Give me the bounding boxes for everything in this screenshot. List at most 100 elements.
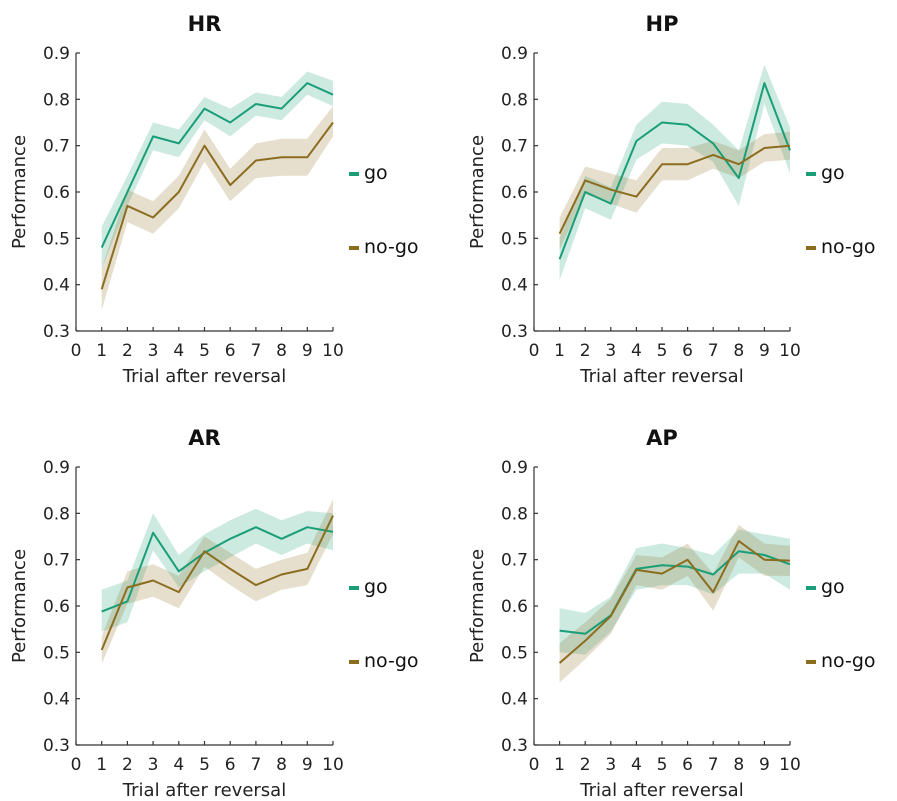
- legend-label: go: [364, 576, 388, 598]
- y-tick-label: 0.8: [501, 504, 528, 524]
- x-tick-label: 5: [657, 755, 668, 775]
- x-tick-label: 5: [199, 341, 210, 361]
- y-tick-label: 0.4: [43, 276, 70, 296]
- x-tick-label: 4: [173, 341, 184, 361]
- legend-label: go: [821, 162, 845, 184]
- y-axis-label: Performance: [9, 549, 30, 663]
- y-axis-label: Performance: [467, 549, 488, 663]
- x-axis-label: Trial after reversal: [122, 366, 286, 387]
- legend-swatch: [349, 660, 359, 664]
- x-tick-label: 5: [199, 755, 210, 775]
- x-tick-label: 7: [708, 755, 719, 775]
- x-tick-label: 2: [122, 341, 133, 361]
- error-band-go: [101, 71, 333, 269]
- legend-item-go: go: [349, 576, 388, 598]
- panel-hp: HP 0.3 0.4 0.5 0.6 0.7 0.8 0.9 0 1 2 3 4 5 6 7 8 9 10 Trial…: [467, 12, 876, 387]
- x-tick-label: 7: [250, 755, 261, 775]
- legend-item-no-go: no-go: [349, 236, 419, 258]
- legend-swatch: [349, 586, 359, 590]
- panel-title: AR: [188, 426, 220, 450]
- x-tick-label: 7: [250, 341, 261, 361]
- x-tick-label: 0: [529, 755, 540, 775]
- x-tick-label: 1: [96, 755, 107, 775]
- x-tick-label: 1: [554, 755, 565, 775]
- x-tick-label: 2: [122, 755, 133, 775]
- y-tick-label: 0.9: [501, 458, 528, 478]
- x-tick-label: 4: [173, 755, 184, 775]
- error-band-go: [559, 64, 790, 280]
- error-band-go: [559, 529, 790, 655]
- x-tick-label: 6: [225, 755, 236, 775]
- y-tick-label: 0.7: [501, 137, 528, 157]
- y-tick-label: 0.5: [501, 643, 528, 663]
- y-tick-label: 0.9: [43, 44, 70, 64]
- panel-ar: AR 0.3 0.4 0.5 0.6 0.7 0.8 0.9 0 1 2 3 4 5 6 7 8 9 10 Trial…: [9, 426, 419, 801]
- y-tick-label: 0.7: [501, 551, 528, 571]
- x-tick-label: 3: [148, 755, 159, 775]
- series-line-no-go: [100, 121, 334, 290]
- y-tick-label: 0.5: [43, 229, 70, 249]
- y-tick-label: 0.6: [43, 183, 70, 203]
- x-axis-label: Trial after reversal: [579, 366, 743, 387]
- x-tick-label: 0: [529, 341, 540, 361]
- series-line-go: [558, 82, 791, 260]
- y-tick-label: 0.9: [43, 458, 70, 478]
- x-tick-label: 9: [302, 341, 313, 361]
- x-tick-label: 9: [759, 341, 770, 361]
- y-tick-label: 0.3: [501, 322, 528, 342]
- legend-item-go: go: [806, 162, 845, 184]
- legend-swatch: [806, 246, 816, 250]
- y-tick-label: 0.4: [501, 276, 528, 296]
- series-line-go: [100, 82, 334, 249]
- legend-item-go: go: [806, 576, 845, 598]
- x-tick-label: 7: [708, 341, 719, 361]
- y-tick-label: 0.4: [501, 690, 528, 710]
- y-tick-label: 0.3: [43, 322, 70, 342]
- x-tick-label: 9: [302, 755, 313, 775]
- x-tick-label: 10: [322, 755, 344, 775]
- series-line-no-go: [558, 540, 791, 664]
- legend-label: no-go: [821, 236, 876, 258]
- y-tick-label: 0.9: [501, 44, 528, 64]
- legend-item-no-go: no-go: [349, 650, 419, 672]
- y-tick-label: 0.6: [501, 597, 528, 617]
- x-tick-label: 3: [148, 341, 159, 361]
- panel-hr: HR 0.3 0.4 0.5 0.6 0.7 0.8 0.9 0 1 2 3 4 5 6 7 8 9 10 Trial…: [9, 12, 419, 387]
- x-tick-label: 8: [276, 341, 287, 361]
- x-tick-label: 8: [733, 755, 744, 775]
- y-tick-label: 0.6: [501, 183, 528, 203]
- series-line-go: [101, 526, 334, 613]
- y-tick-label: 0.7: [43, 551, 70, 571]
- x-tick-label: 6: [225, 341, 236, 361]
- legend-swatch: [806, 660, 816, 664]
- x-tick-label: 3: [605, 755, 616, 775]
- series-line-no-go: [558, 144, 791, 235]
- x-tick-label: 9: [759, 755, 770, 775]
- legend-item-no-go: no-go: [806, 236, 876, 258]
- x-tick-label: 6: [682, 341, 693, 361]
- y-tick-label: 0.6: [43, 597, 70, 617]
- x-tick-label: 2: [580, 755, 591, 775]
- x-tick-label: 1: [96, 341, 107, 361]
- y-tick-label: 0.8: [43, 90, 70, 110]
- series-line-no-go: [100, 515, 334, 651]
- y-axis-label: Performance: [9, 135, 30, 249]
- y-tick-label: 0.3: [43, 736, 70, 756]
- legend-swatch: [806, 586, 816, 590]
- legend-swatch: [349, 246, 359, 250]
- x-tick-label: 4: [631, 341, 642, 361]
- legend-item-go: go: [349, 162, 388, 184]
- x-tick-label: 8: [276, 755, 287, 775]
- x-tick-label: 2: [580, 341, 591, 361]
- panel-title: HP: [646, 12, 679, 36]
- error-band-no-go: [559, 131, 790, 250]
- x-tick-label: 8: [733, 341, 744, 361]
- y-tick-label: 0.5: [501, 229, 528, 249]
- x-tick-label: 4: [631, 755, 642, 775]
- legend-label: go: [364, 162, 388, 184]
- x-tick-label: 0: [71, 341, 82, 361]
- legend-label: go: [821, 576, 845, 598]
- legend-label: no-go: [364, 236, 419, 258]
- panel-ap: AP 0.3 0.4 0.5 0.6 0.7 0.8 0.9 0 1 2 3 4 5 6 7 8 9 10 Trial…: [467, 426, 876, 801]
